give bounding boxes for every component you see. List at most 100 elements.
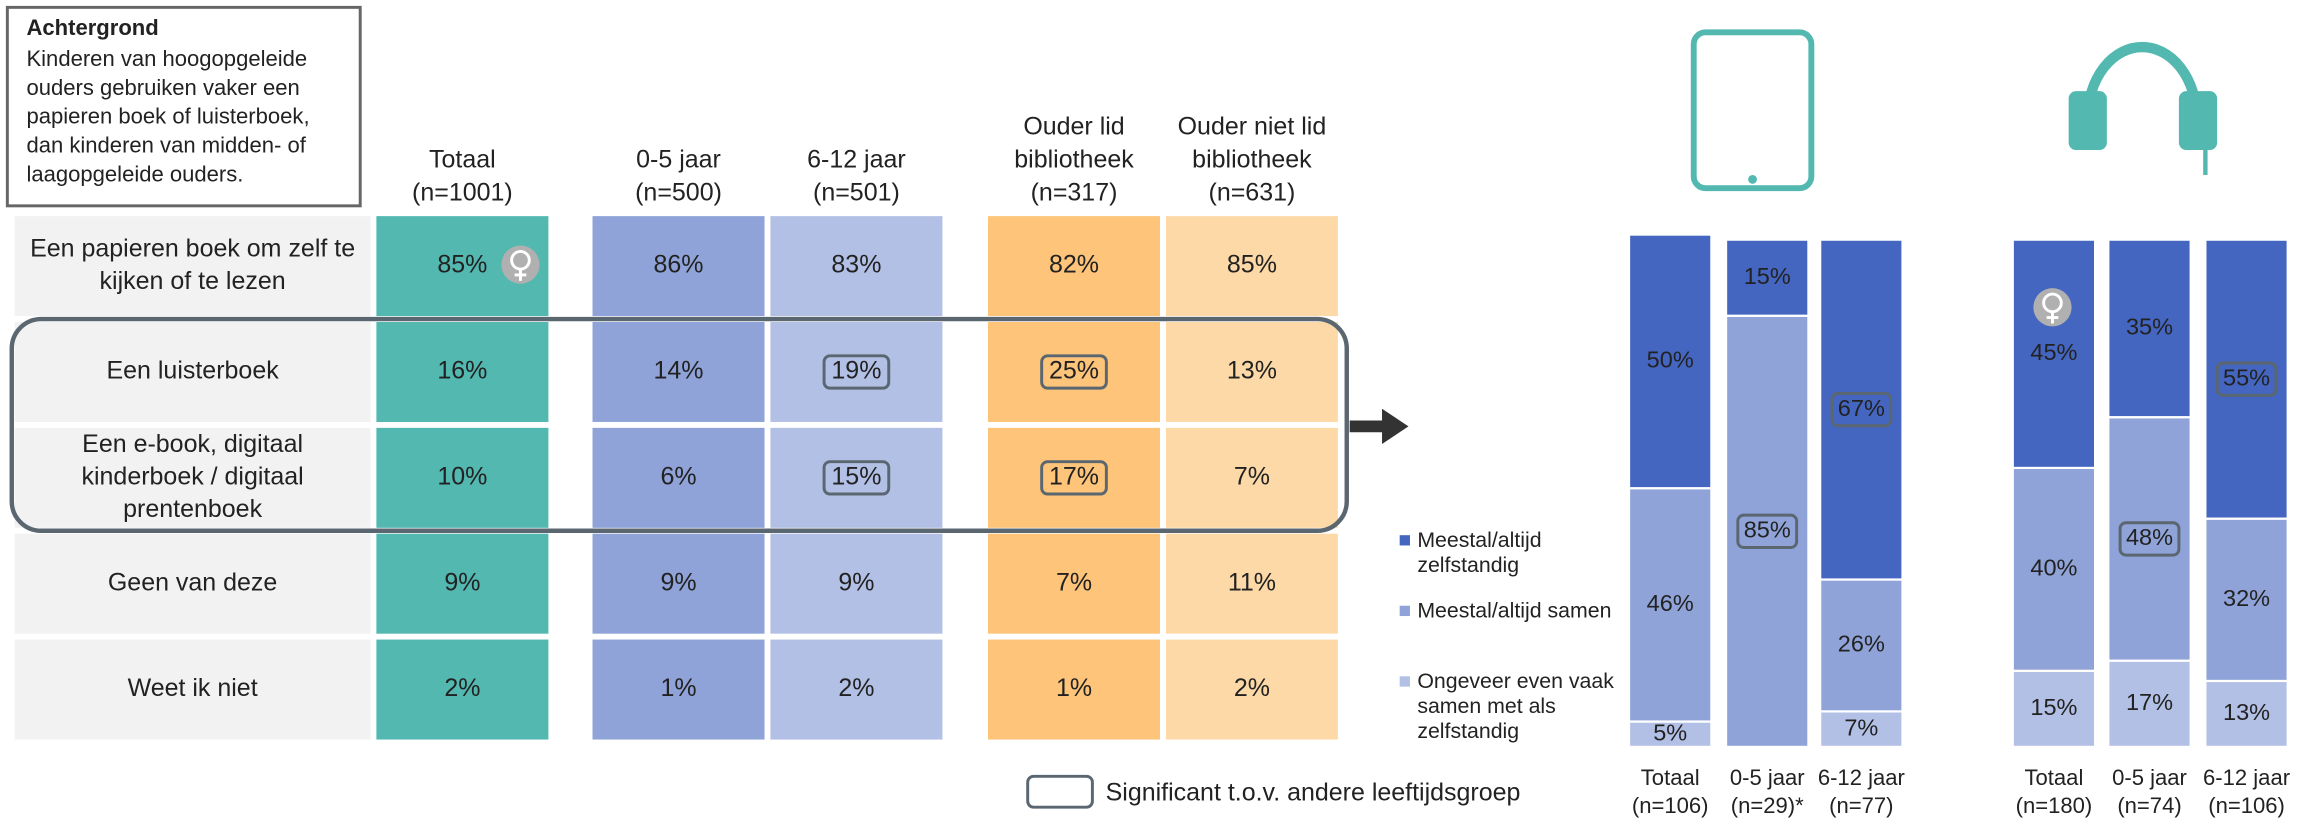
table-cell xyxy=(1165,321,1338,422)
row-label: kijken of te lezen xyxy=(100,267,286,295)
table-cell xyxy=(988,321,1161,422)
cell-value: 11% xyxy=(1228,568,1276,596)
legend-label-line: zelfstandig xyxy=(1417,719,1519,743)
female-icon xyxy=(501,245,540,284)
column-header: Ouder niet lid xyxy=(1178,113,1327,141)
data-label: 7% xyxy=(1844,714,1878,740)
column-header: 6-12 jaar xyxy=(807,146,906,174)
cell-value: 17% xyxy=(1049,462,1099,490)
cell-value: 86% xyxy=(654,251,704,279)
x-tick-label-line: 0-5 jaar xyxy=(1730,765,1805,790)
bar-segment xyxy=(1627,233,1713,490)
table-cell xyxy=(770,321,943,422)
cell-value: 1% xyxy=(660,674,696,702)
table-cell xyxy=(376,533,549,634)
bar-segment xyxy=(2204,517,2289,683)
row-label-cell xyxy=(14,216,371,317)
row-label: Een e-book, digitaal xyxy=(82,430,303,458)
x-tick-label-line: Totaal xyxy=(2025,765,2084,790)
row-label-cell xyxy=(14,533,371,634)
bar-segment xyxy=(2011,466,2097,672)
column-header: (n=500) xyxy=(635,179,722,207)
x-tick-label: 6-12 jaar (n=106) xyxy=(2203,765,2290,818)
bar-segment xyxy=(1724,238,1810,317)
arrow xyxy=(1349,408,1409,445)
legend-label-line: zelfstandig xyxy=(1417,553,1519,577)
cell-value: 25% xyxy=(1049,357,1099,385)
cell-value: 85% xyxy=(437,251,487,279)
note-line: laagopgeleide ouders. xyxy=(26,161,243,186)
data-label: 67% xyxy=(1838,395,1885,421)
legend-swatch xyxy=(1399,605,1410,617)
data-label: 15% xyxy=(1744,263,1791,289)
legend-label-line: Meestal/altijd samen xyxy=(1417,598,1611,622)
data-label: 5% xyxy=(1653,719,1687,745)
cell-value: 83% xyxy=(831,251,881,279)
legend-swatch xyxy=(1399,535,1410,546)
legend-swatch xyxy=(1399,676,1410,687)
table-cell xyxy=(988,639,1161,740)
significance-box xyxy=(822,354,891,390)
tablet-icon xyxy=(1690,29,1815,192)
cell-value: 13% xyxy=(1227,357,1277,385)
data-label: 85% xyxy=(1744,517,1791,543)
x-tick-label-line: Totaal xyxy=(1641,765,1700,790)
x-tick-label: Totaal (n=180) xyxy=(2016,765,2093,818)
note-line: papieren boek of luisterboek, xyxy=(26,104,309,129)
column-header: (n=631) xyxy=(1209,179,1296,207)
cell-value: 6% xyxy=(660,462,696,490)
bar-segment xyxy=(2204,238,2289,520)
note-box xyxy=(5,5,362,208)
x-tick-label: Totaal (n=106) xyxy=(1632,765,1709,818)
row-label: prentenboek xyxy=(123,495,262,523)
table-cell xyxy=(592,216,765,317)
x-tick-label: 0-5 jaar (n=74) xyxy=(2112,765,2187,818)
cell-value: 15% xyxy=(831,462,881,490)
cell-value: 2% xyxy=(838,674,874,702)
table-cell xyxy=(1165,639,1338,740)
x-tick-label-line: 0-5 jaar xyxy=(2112,765,2187,790)
data-label: 48% xyxy=(2126,524,2173,550)
cell-value: 7% xyxy=(1056,568,1092,596)
legend-label: Meestal/altijd zelfstandig xyxy=(1417,528,1541,577)
bar-segment xyxy=(1724,314,1810,748)
female-icon-cross xyxy=(514,269,527,281)
legend-label: Ongeveer even vaak samen met als zelfstand… xyxy=(1417,669,1614,743)
cell-value: 2% xyxy=(444,674,480,702)
x-tick-label-line: 6-12 jaar xyxy=(1818,765,1905,790)
significance-box xyxy=(2215,361,2278,397)
highlight-frame xyxy=(9,316,1349,533)
bar-segment xyxy=(2107,238,2192,419)
x-tick-label-line: (n=29)* xyxy=(1731,793,1804,818)
table-cell xyxy=(592,427,765,528)
bar-segment xyxy=(1819,710,1904,748)
data-label: 50% xyxy=(1647,347,1694,373)
data-label: 40% xyxy=(2030,555,2077,581)
column-header: bibliotheek xyxy=(1192,146,1312,174)
cell-value: 16% xyxy=(437,357,487,385)
row-label-cell xyxy=(14,427,371,528)
bar-segment xyxy=(2107,659,2192,748)
legend-label-line: Ongeveer even vaak xyxy=(1417,669,1614,693)
significance-box xyxy=(1830,391,1893,428)
x-tick-label-line: (n=106) xyxy=(1632,793,1709,818)
bar-segment xyxy=(2011,238,2097,470)
column-header: (n=317) xyxy=(1031,179,1118,207)
row-label: Geen van deze xyxy=(108,568,277,596)
table-cell xyxy=(376,427,549,528)
cell-value: 7% xyxy=(1234,462,1270,490)
bar-segment xyxy=(2011,669,2097,748)
x-tick-label-line: (n=74) xyxy=(2117,793,2181,818)
female-icon-cross xyxy=(2046,311,2059,324)
x-tick-label: 6-12 jaar (n=77) xyxy=(1818,765,1905,818)
table-cell xyxy=(770,639,943,740)
table-cell xyxy=(592,321,765,422)
data-label: 13% xyxy=(2223,699,2270,725)
significance-key xyxy=(1026,774,1094,809)
tablet-button xyxy=(1748,174,1757,184)
column-header: (n=501) xyxy=(813,179,900,207)
cell-value: 9% xyxy=(838,568,874,596)
bar-segment xyxy=(1627,487,1713,723)
table-cell xyxy=(770,216,943,317)
